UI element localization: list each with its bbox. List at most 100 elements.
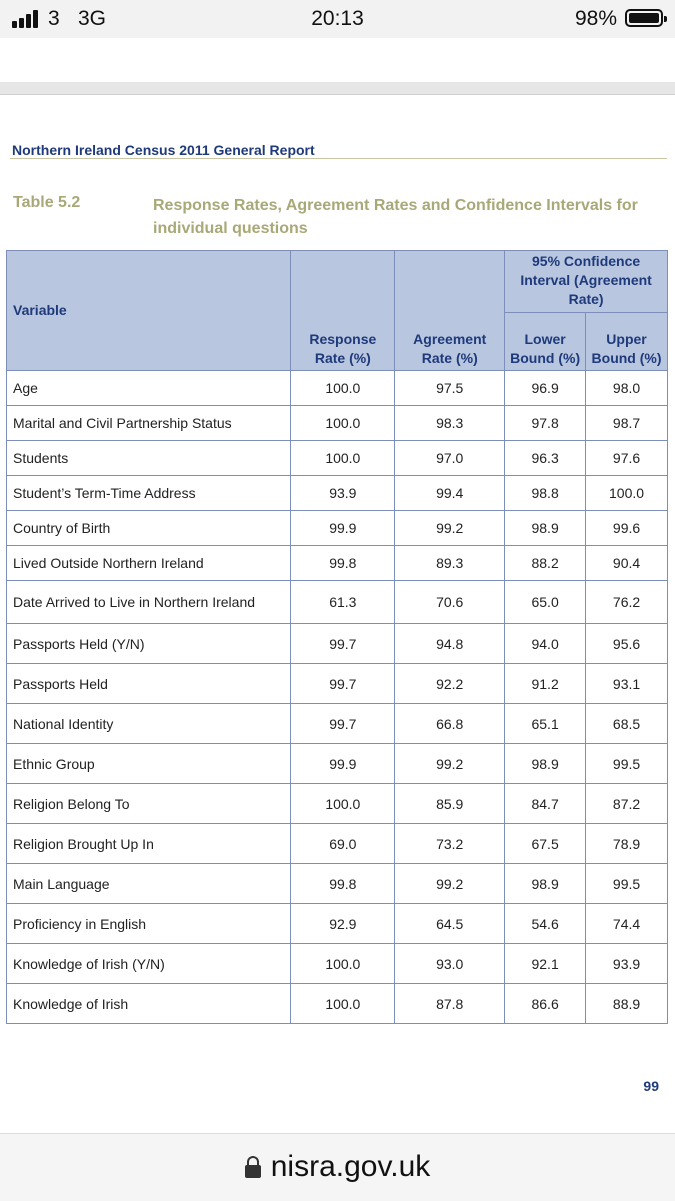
network-type: 3G [78, 7, 107, 30]
cell-lower-bound: 96.3 [504, 440, 587, 476]
cell-lower-bound: 92.1 [504, 943, 587, 984]
cell-variable: Country of Birth [5, 510, 292, 546]
cell-agreement-rate: 94.8 [394, 623, 506, 664]
carrier-label: 3 [48, 7, 60, 30]
cell-upper-bound: 76.2 [585, 580, 668, 624]
cell-upper-bound: 90.4 [585, 545, 668, 581]
cell-agreement-rate: 99.2 [394, 743, 506, 784]
table-row: Lived Outside Northern Ireland 99.8 89.3 88… [5, 545, 668, 581]
cell-variable: Knowledge of Irish [5, 983, 292, 1024]
cell-variable: Main Language [5, 863, 292, 904]
cell-agreement-rate: 87.8 [394, 983, 506, 1024]
url-display[interactable]: nisra.gov.uk [0, 1150, 675, 1184]
cell-lower-bound: 98.9 [504, 743, 587, 784]
header-lower-bound: Lower Bound (%) [504, 312, 587, 371]
cell-variable: Lived Outside Northern Ireland [5, 545, 292, 581]
table-row: Knowledge of Irish (Y/N) 100.0 93.0 92.1 93.… [5, 943, 668, 984]
cell-response-rate: 99.7 [290, 623, 396, 664]
table-row: Passports Held (Y/N) 99.7 94.8 94.0 95.6 [5, 623, 668, 664]
table-number: Table 5.2 [13, 194, 81, 211]
cell-agreement-rate: 99.4 [394, 475, 506, 511]
cell-agreement-rate: 97.5 [394, 370, 506, 406]
battery-percent: 98% [574, 7, 617, 30]
cell-variable: Passports Held [5, 663, 292, 704]
cell-agreement-rate: 66.8 [394, 703, 506, 744]
cell-lower-bound: 98.9 [504, 510, 587, 546]
cell-lower-bound: 65.1 [504, 703, 587, 744]
cell-upper-bound: 97.6 [585, 440, 668, 476]
cell-response-rate: 100.0 [290, 943, 396, 984]
table-body: Age 100.0 97.5 96.9 98.0 Marital and Civil Pa… [5, 370, 668, 1024]
cell-upper-bound: 98.0 [585, 370, 668, 406]
header-divider [10, 158, 667, 159]
header-confidence-interval: 95% Confidence Interval (Agreement Rate) [504, 250, 668, 313]
cell-upper-bound: 99.6 [585, 510, 668, 546]
document-header: Northern Ireland Census 2011 General Rep… [12, 142, 315, 158]
cell-variable: Ethnic Group [5, 743, 292, 784]
cell-variable: Student’s Term-Time Address [5, 475, 292, 511]
cell-variable: Marital and Civil Partnership Status [5, 405, 292, 441]
cell-response-rate: 100.0 [290, 440, 396, 476]
table-row: Age 100.0 97.5 96.9 98.0 [5, 370, 668, 406]
cell-upper-bound: 100.0 [585, 475, 668, 511]
cell-agreement-rate: 99.2 [394, 510, 506, 546]
cell-variable: Date Arrived to Live in Northern Ireland [5, 580, 292, 624]
cell-agreement-rate: 73.2 [394, 823, 506, 864]
header-response-rate: Response Rate (%) [290, 250, 396, 371]
battery-icon [625, 9, 667, 27]
url-text[interactable]: nisra.gov.uk [270, 1150, 431, 1183]
cell-response-rate: 99.9 [290, 510, 396, 546]
cell-upper-bound: 74.4 [585, 903, 668, 944]
cell-lower-bound: 97.8 [504, 405, 587, 441]
cell-lower-bound: 91.2 [504, 663, 587, 704]
table-row: Students 100.0 97.0 96.3 97.6 [5, 440, 668, 476]
table-row: Proficiency in English 92.9 64.5 54.6 74.4 [5, 903, 668, 944]
table-row: Main Language 99.8 99.2 98.9 99.5 [5, 863, 668, 904]
cell-variable: Passports Held (Y/N) [5, 623, 292, 664]
cell-upper-bound: 95.6 [585, 623, 668, 664]
cell-variable: National Identity [5, 703, 292, 744]
cell-upper-bound: 88.9 [585, 983, 668, 1024]
cell-agreement-rate: 98.3 [394, 405, 506, 441]
table-row: Country of Birth 99.9 99.2 98.9 99.6 [5, 510, 668, 546]
table-row: Passports Held 99.7 92.2 91.2 93.1 [5, 663, 668, 704]
browser-content-top [0, 38, 675, 82]
cell-upper-bound: 99.5 [585, 743, 668, 784]
cell-response-rate: 99.7 [290, 663, 396, 704]
cell-lower-bound: 98.9 [504, 863, 587, 904]
cell-variable: Students [5, 440, 292, 476]
pdf-page-edge [0, 82, 675, 95]
cell-agreement-rate: 92.2 [394, 663, 506, 704]
cell-variable: Religion Brought Up In [5, 823, 292, 864]
cell-lower-bound: 96.9 [504, 370, 587, 406]
page-number: 99 [643, 1078, 659, 1094]
address-bar[interactable]: nisra.gov.uk [0, 1133, 675, 1201]
census-table: Variable Response Rate (%) Agreement Rat… [5, 250, 668, 1024]
cell-response-rate: 99.8 [290, 863, 396, 904]
cell-lower-bound: 65.0 [504, 580, 587, 624]
cell-variable: Knowledge of Irish (Y/N) [5, 943, 292, 984]
clock: 20:13 [311, 7, 364, 30]
cell-response-rate: 100.0 [290, 783, 396, 824]
cell-agreement-rate: 85.9 [394, 783, 506, 824]
cell-response-rate: 99.9 [290, 743, 396, 784]
cell-variable: Proficiency in English [5, 903, 292, 944]
cell-response-rate: 61.3 [290, 580, 396, 624]
lock-icon [244, 1156, 261, 1178]
table-row: Religion Brought Up In 69.0 73.2 67.5 78.9 [5, 823, 668, 864]
cell-lower-bound: 67.5 [504, 823, 587, 864]
cell-response-rate: 100.0 [290, 405, 396, 441]
cell-lower-bound: 94.0 [504, 623, 587, 664]
cell-upper-bound: 99.5 [585, 863, 668, 904]
cell-upper-bound: 93.9 [585, 943, 668, 984]
cell-response-rate: 100.0 [290, 370, 396, 406]
cell-upper-bound: 98.7 [585, 405, 668, 441]
table-row: Student’s Term-Time Address 93.9 99.4 98.8 1… [5, 475, 668, 511]
cell-variable: Religion Belong To [5, 783, 292, 824]
cell-agreement-rate: 93.0 [394, 943, 506, 984]
cell-agreement-rate: 99.2 [394, 863, 506, 904]
cell-upper-bound: 87.2 [585, 783, 668, 824]
table-title: Response Rates, Agreement Rates and Conf… [153, 197, 638, 237]
cell-upper-bound: 93.1 [585, 663, 668, 704]
signal-strength-icon [12, 10, 42, 28]
